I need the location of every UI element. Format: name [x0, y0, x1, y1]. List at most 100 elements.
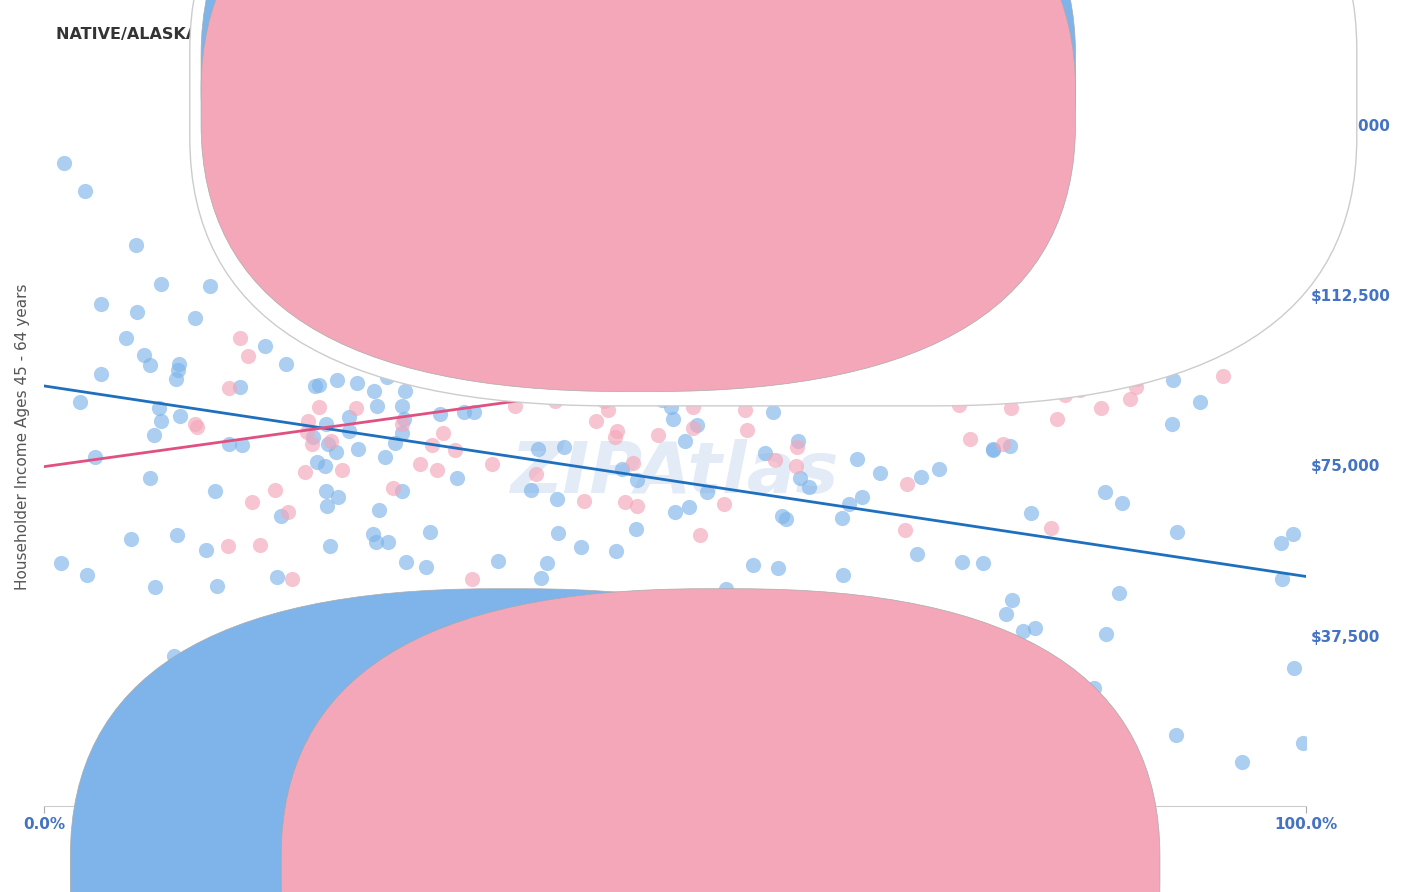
- Point: [725, 244, 748, 259]
- Point: [886, 351, 908, 365]
- Point: [834, 247, 856, 261]
- Point: [205, 579, 228, 593]
- Point: [1015, 279, 1038, 293]
- Point: [415, 560, 437, 574]
- Point: [1024, 621, 1046, 635]
- Point: [319, 539, 342, 553]
- Point: [998, 166, 1021, 180]
- Point: [987, 301, 1010, 315]
- Point: [148, 401, 170, 416]
- Point: [381, 481, 404, 495]
- Point: [503, 399, 526, 413]
- Point: [1125, 372, 1147, 386]
- Point: [249, 538, 271, 552]
- Point: [391, 484, 413, 499]
- Point: [319, 434, 342, 448]
- Y-axis label: Householder Income Ages 45 - 64 years: Householder Income Ages 45 - 64 years: [15, 284, 30, 591]
- Point: [308, 400, 330, 414]
- Point: [1019, 506, 1042, 520]
- Point: [1166, 525, 1188, 540]
- Point: [502, 370, 524, 384]
- Point: [114, 331, 136, 345]
- Point: [326, 490, 349, 504]
- Point: [330, 463, 353, 477]
- Point: [1007, 349, 1029, 363]
- Point: [506, 381, 529, 395]
- Point: [598, 402, 620, 417]
- Point: [976, 323, 998, 337]
- Point: [420, 438, 443, 452]
- Point: [347, 332, 370, 346]
- Point: [1095, 627, 1118, 641]
- Point: [547, 389, 569, 403]
- Point: [869, 466, 891, 480]
- Point: [186, 419, 208, 434]
- Point: [972, 556, 994, 570]
- Point: [364, 535, 387, 549]
- Point: [686, 418, 709, 433]
- Point: [1108, 586, 1130, 600]
- Point: [183, 310, 205, 325]
- Point: [1109, 326, 1132, 341]
- Text: ZIPAtlas: ZIPAtlas: [510, 440, 839, 508]
- Point: [546, 603, 568, 617]
- Point: [314, 458, 336, 473]
- Point: [246, 273, 269, 287]
- Point: [1111, 496, 1133, 510]
- Point: [337, 425, 360, 439]
- Point: [1102, 97, 1125, 112]
- Point: [766, 560, 789, 574]
- Point: [295, 425, 318, 439]
- Point: [363, 384, 385, 399]
- Point: [429, 407, 451, 421]
- Point: [1212, 368, 1234, 383]
- Point: [1119, 392, 1142, 407]
- Point: [359, 99, 381, 113]
- Point: [626, 473, 648, 487]
- Point: [981, 442, 1004, 457]
- Point: [762, 352, 785, 367]
- Point: [385, 208, 408, 222]
- Point: [150, 277, 173, 291]
- Point: [738, 356, 761, 370]
- Point: [454, 380, 477, 394]
- Point: [374, 450, 396, 464]
- Point: [375, 370, 398, 384]
- Point: [621, 456, 644, 470]
- Point: [837, 356, 859, 370]
- Point: [714, 582, 737, 597]
- Point: [426, 463, 449, 477]
- Point: [520, 483, 543, 498]
- Point: [993, 436, 1015, 450]
- Point: [994, 607, 1017, 622]
- Point: [1000, 401, 1022, 415]
- Point: [610, 461, 633, 475]
- Point: [1271, 572, 1294, 586]
- Point: [770, 508, 793, 523]
- Point: [823, 319, 845, 334]
- Point: [600, 272, 623, 286]
- Point: [270, 508, 292, 523]
- Point: [391, 426, 413, 441]
- Point: [572, 494, 595, 508]
- Point: [585, 414, 607, 428]
- Point: [392, 412, 415, 426]
- Point: [395, 359, 418, 374]
- Point: [932, 226, 955, 240]
- Point: [356, 665, 378, 679]
- Point: [875, 254, 897, 268]
- Point: [165, 372, 187, 386]
- Point: [786, 440, 808, 454]
- Point: [808, 605, 831, 619]
- Point: [315, 417, 337, 431]
- Point: [817, 343, 839, 358]
- Point: [218, 381, 240, 395]
- Point: [481, 458, 503, 472]
- Point: [1230, 755, 1253, 769]
- Point: [120, 532, 142, 546]
- Point: [894, 523, 917, 537]
- Point: [981, 442, 1004, 457]
- Point: [277, 505, 299, 519]
- Point: [540, 283, 562, 297]
- Point: [905, 547, 928, 561]
